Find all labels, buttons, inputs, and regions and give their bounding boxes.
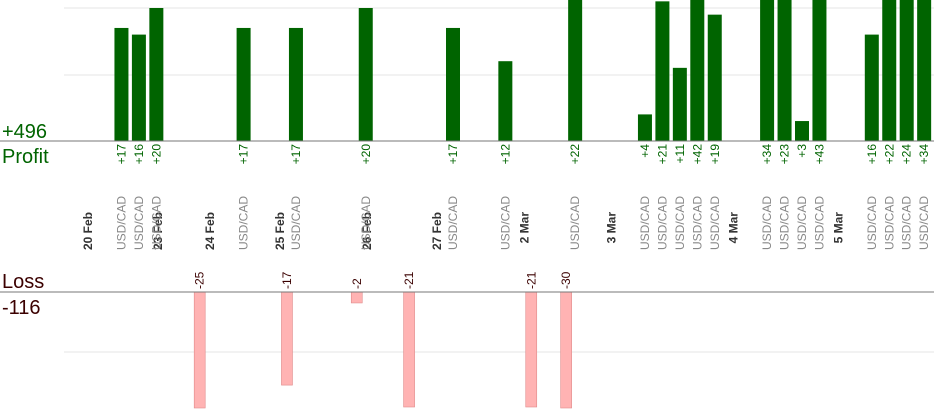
symbol-label: USD/CAD	[446, 196, 460, 250]
symbol-label: USD/CAD	[917, 196, 931, 250]
symbol-label: USD/CAD	[900, 196, 914, 250]
loss-value-label: -2	[350, 278, 364, 289]
symbol-label: USD/CAD	[708, 196, 722, 250]
symbol-label: USD/CAD	[655, 196, 669, 250]
symbol-label: USD/CAD	[237, 196, 251, 250]
loss-bar	[525, 291, 538, 408]
profit-bar	[655, 1, 670, 141]
profit-bar	[795, 121, 809, 141]
profit-bar	[672, 67, 687, 141]
profit-bar	[864, 34, 879, 141]
symbol-label: USD/CAD	[882, 196, 896, 250]
profit-bar	[707, 14, 722, 141]
profit-value-label: +34	[917, 144, 931, 165]
profit-bar	[288, 27, 303, 142]
profit-bar	[498, 61, 513, 142]
date-label: 23 Feb	[151, 212, 165, 250]
profit-value-label: +20	[359, 144, 373, 165]
symbol-label: USD/CAD	[795, 196, 809, 250]
profit-bar	[637, 114, 652, 141]
profit-bar	[777, 0, 792, 141]
profit-bars-layer	[114, 0, 932, 142]
symbol-label: USD/CAD	[289, 196, 303, 250]
profit-value-label: +22	[882, 144, 896, 165]
date-label: 26 Feb	[360, 212, 374, 250]
loss-bar	[403, 291, 415, 408]
profit-value-label: +22	[568, 144, 582, 165]
date-label: 25 Feb	[273, 212, 287, 250]
symbol-label: USD/CAD	[498, 196, 512, 250]
loss-bar	[350, 291, 363, 304]
loss-total: -116	[2, 297, 41, 319]
profit-value-label: +16	[132, 144, 146, 165]
profit-bar	[358, 8, 373, 141]
profit-value-label: +43	[812, 144, 826, 165]
date-label: 24 Feb	[203, 212, 217, 250]
profit-value-label: +42	[690, 144, 704, 165]
profit-bar	[236, 27, 251, 142]
loss-value-label: -30	[559, 271, 573, 289]
symbol-label: USD/CAD	[638, 196, 652, 250]
profit-bar	[899, 0, 914, 141]
symbol-label: USD/CAD	[132, 196, 146, 250]
profit-value-label: +3	[795, 144, 809, 158]
symbol-label: USD/CAD	[149, 196, 163, 250]
loss-bar	[193, 291, 206, 409]
date-label: 4 Mar	[727, 212, 741, 244]
profit-total: +496	[2, 121, 47, 143]
date-label: 3 Mar	[605, 212, 619, 244]
date-label: 2 Mar	[517, 212, 531, 244]
symbol-label: USD/CAD	[760, 196, 774, 250]
profit-value-label: +24	[900, 144, 914, 165]
symbol-label: USD/CAD	[359, 196, 373, 250]
profit-bar	[690, 0, 705, 141]
symbol-label: USD/CAD	[812, 196, 826, 250]
symbol-label: USD/CAD	[778, 196, 792, 250]
loss-value-label: -21	[524, 271, 538, 289]
loss-value-label: -21	[402, 271, 416, 289]
profit-bar	[149, 8, 164, 141]
profit-bar	[812, 0, 827, 141]
loss-bar	[281, 291, 293, 386]
loss-value-label: -25	[193, 271, 207, 289]
profit-value-label: +20	[149, 144, 163, 165]
loss-bars-layer	[193, 291, 572, 409]
date-label: 5 Mar	[831, 212, 845, 244]
profit-value-label: +34	[760, 144, 774, 165]
profit-value-label: +17	[446, 144, 460, 165]
profit-value-label: +17	[289, 144, 303, 165]
profit-value-label: +17	[237, 144, 251, 165]
symbol-label: USD/CAD	[865, 196, 879, 250]
profit-value-label: +4	[638, 144, 652, 158]
profit-value-label: +16	[865, 144, 879, 165]
profit-bar	[446, 27, 460, 142]
symbol-label: USD/CAD	[673, 196, 687, 250]
profit-bar	[114, 27, 129, 142]
profit-value-label: +21	[655, 144, 669, 165]
profit-label: Profit	[2, 146, 49, 168]
date-label: 20 Feb	[81, 212, 95, 250]
symbol-label: USD/CAD	[690, 196, 704, 250]
date-label: 27 Feb	[430, 212, 444, 250]
profit-bar	[760, 0, 775, 141]
profit-value-label: +12	[498, 144, 512, 165]
profit-bar	[917, 0, 932, 141]
profit-value-label: +17	[114, 144, 128, 165]
profit-value-label: +23	[778, 144, 792, 165]
profit-bar	[131, 34, 146, 141]
profit-value-label: +11	[673, 144, 687, 164]
loss-value-label: -17	[280, 271, 294, 289]
loss-bar	[560, 291, 572, 409]
loss-label: Loss	[2, 271, 44, 293]
symbol-label: USD/CAD	[114, 196, 128, 250]
symbol-label: USD/CAD	[568, 196, 582, 250]
profit-bar	[882, 0, 897, 141]
profit-bar	[568, 0, 583, 141]
axis-labels-layer: 20 Feb 23 Feb 24 Feb 25 Feb 26 Feb 27 Feb 2 Ma…	[81, 144, 931, 289]
profit-value-label: +19	[708, 144, 722, 165]
